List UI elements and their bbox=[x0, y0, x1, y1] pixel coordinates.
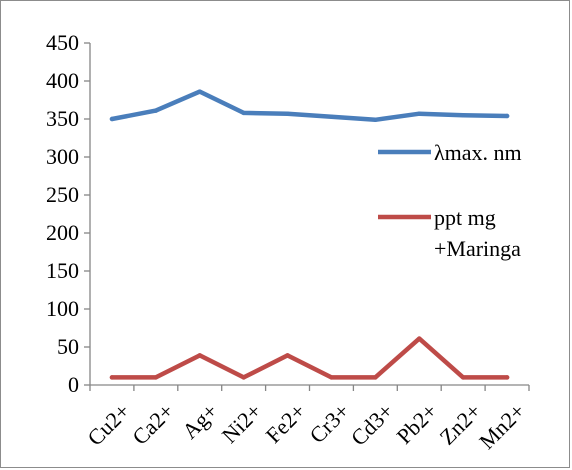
y-tick-label: 450 bbox=[46, 30, 79, 55]
x-tick-label: Pb2+ bbox=[391, 398, 442, 449]
y-tick-label: 50 bbox=[57, 334, 79, 359]
series-2-point bbox=[153, 375, 159, 380]
y-tick-label: 250 bbox=[46, 182, 79, 207]
series-2-point bbox=[460, 375, 466, 380]
series-1-point bbox=[373, 117, 378, 122]
series-2-point bbox=[109, 375, 115, 380]
legend-label-2: +Maringa bbox=[434, 236, 521, 261]
x-tick-label: Mn2+ bbox=[474, 398, 530, 454]
series-1-point bbox=[504, 113, 510, 119]
x-tick-label: Zn2+ bbox=[434, 398, 486, 450]
series-2-point bbox=[504, 375, 510, 380]
series-2-point bbox=[197, 353, 202, 358]
series-2-point bbox=[329, 375, 334, 380]
x-tick-label: Ca2+ bbox=[127, 398, 179, 450]
y-tick-label: 150 bbox=[46, 258, 79, 283]
x-axis: Cu2+Ca2+Ag+Ni2+Fe2+Cr3+Cd3+Pb2+Zn2+Mn2+ bbox=[82, 384, 530, 454]
series-1-point bbox=[241, 110, 246, 116]
y-tick-label: 300 bbox=[46, 144, 79, 169]
series-1-point bbox=[460, 113, 466, 118]
x-tick-label: Ag+ bbox=[177, 398, 222, 443]
x-tick-label: Cu2+ bbox=[82, 398, 134, 450]
series-1-point bbox=[153, 108, 159, 113]
y-axis: 0 50 100 150 200 250 300 350 400 450 bbox=[46, 30, 91, 397]
legend-label-1: λmax. nm bbox=[434, 140, 522, 165]
series-group bbox=[109, 89, 510, 380]
x-tick-label: Fe2+ bbox=[261, 398, 311, 448]
y-tick-label: 100 bbox=[46, 296, 79, 321]
series-1-point bbox=[197, 89, 202, 94]
x-tick-label: Cd3+ bbox=[346, 398, 398, 450]
series-1-point bbox=[109, 116, 115, 122]
y-tick-label: 0 bbox=[68, 372, 79, 397]
legend-label-2: ppt mg bbox=[434, 205, 496, 230]
series-1-point bbox=[329, 114, 334, 119]
y-tick-label: 350 bbox=[46, 106, 79, 131]
x-tick-label: Cr3+ bbox=[305, 398, 355, 448]
series-2-point bbox=[285, 353, 290, 358]
x-tick-label: Ni2+ bbox=[217, 398, 267, 448]
series-1-point bbox=[417, 111, 422, 116]
series-2-point bbox=[241, 375, 246, 380]
y-tick-label: 200 bbox=[46, 220, 79, 245]
legend: λmax. nm ppt mg +Maringa bbox=[378, 140, 522, 261]
series-2-point bbox=[417, 336, 422, 341]
series-line-2 bbox=[109, 336, 510, 380]
series-line-1 bbox=[109, 89, 510, 123]
y-tick-label: 400 bbox=[46, 68, 79, 93]
series-1-point bbox=[285, 111, 290, 116]
series-2-point bbox=[373, 375, 378, 380]
